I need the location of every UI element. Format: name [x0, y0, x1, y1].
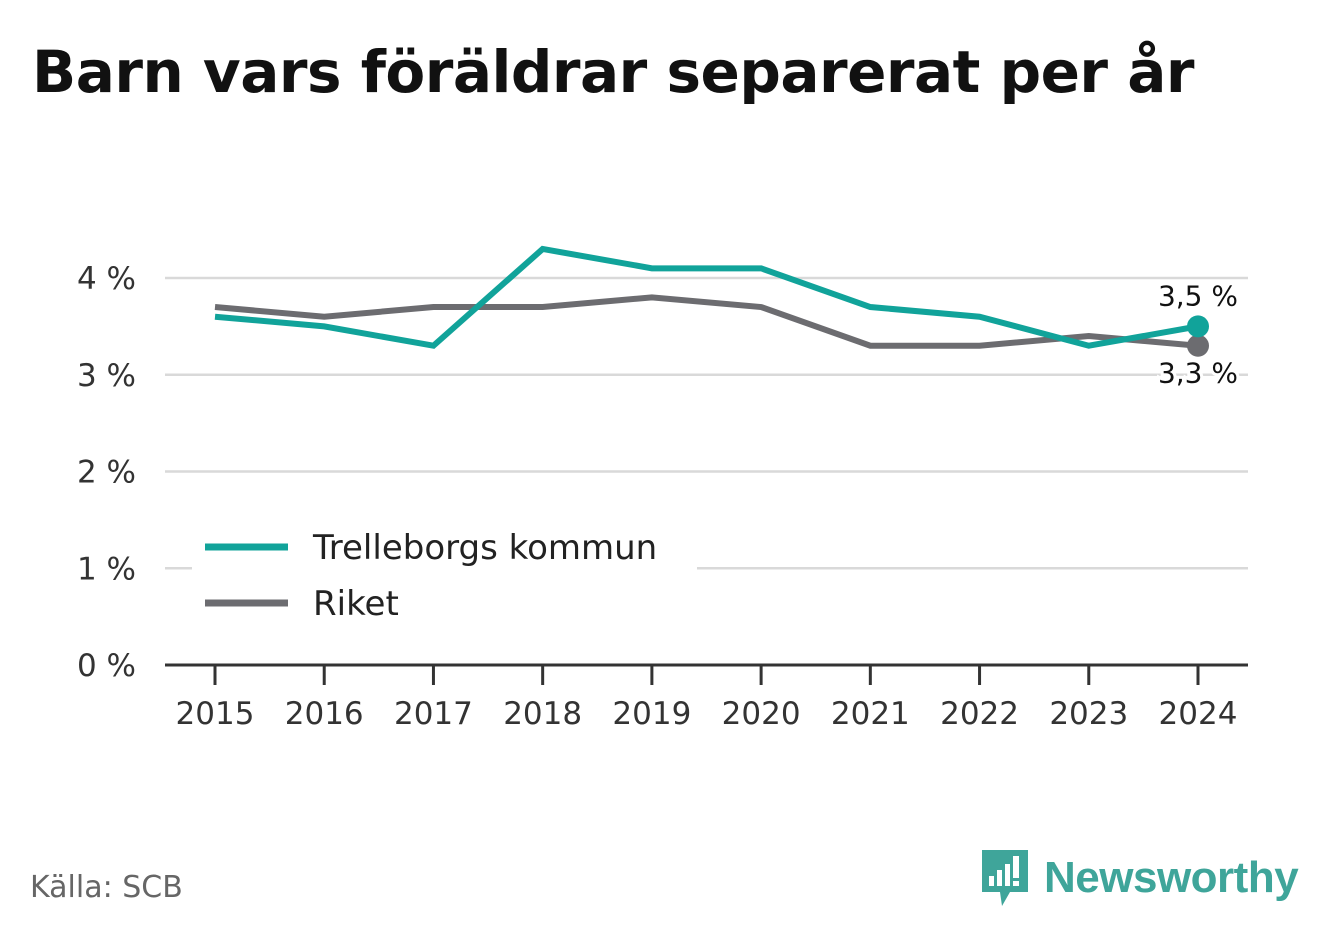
x-tick-label: 2021: [831, 696, 910, 732]
legend-label: Trelleborgs kommun: [312, 528, 657, 568]
y-tick-label: 0 %: [77, 648, 136, 684]
x-tick-label: 2019: [612, 696, 691, 732]
source-note: Källa: SCB: [30, 870, 183, 905]
x-tick-label: 2018: [503, 696, 582, 732]
end-label-kommun: 3,5 %: [1158, 279, 1238, 312]
series-line-kommun: [214, 245, 1199, 349]
newsworthy-logo: Newsworthy: [980, 848, 1299, 908]
x-tick-label: 2020: [722, 696, 801, 732]
y-tick-label: 1 %: [77, 551, 136, 587]
x-tick-label: 2017: [394, 696, 473, 732]
brand-name: Newsworthy: [1044, 853, 1299, 902]
end-labels: 3,5 % 3,3 %: [1155, 276, 1241, 392]
x-tick-label: 2015: [176, 696, 255, 732]
logo-icon: [982, 850, 1028, 906]
chart-title: Barn vars föräldrar separerat per år: [32, 38, 1194, 106]
legend: Trelleborgs kommun Riket: [192, 520, 697, 624]
end-point-kommun: [1187, 315, 1209, 338]
y-tick-label: 4 %: [77, 261, 136, 297]
end-label-riket: 3,3 %: [1158, 357, 1238, 390]
legend-label: Riket: [313, 584, 399, 624]
x-axis: 2015 2016 2017 2018 2019 2020 2021 2022 2023 2024: [165, 663, 1248, 732]
y-tick-label: 3 %: [77, 358, 136, 394]
series-lines: [214, 245, 1209, 357]
y-tick-label: 2 %: [77, 455, 136, 491]
y-axis-ticks: 0 % 1 % 2 % 3 % 4 %: [77, 261, 136, 684]
x-tick-label: 2024: [1159, 696, 1238, 732]
series-line-riket: [214, 294, 1199, 349]
x-tick-label: 2016: [285, 696, 364, 732]
x-tick-label: 2023: [1049, 696, 1128, 732]
end-point-riket: [1187, 334, 1209, 357]
x-tick-label: 2022: [940, 696, 1019, 732]
